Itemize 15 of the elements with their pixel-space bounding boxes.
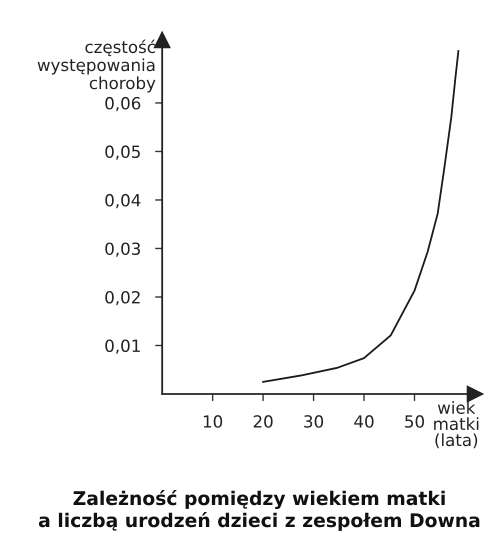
line-series <box>262 50 460 383</box>
x-tick-label: 50 <box>405 415 424 428</box>
y-tick-label: 0,06 <box>105 96 140 112</box>
y-tick-label: 0,05 <box>105 145 140 160</box>
x-tick-label: 30 <box>304 415 324 428</box>
x-tick-label: 10 <box>204 415 222 428</box>
y-tick-label: 0,04 <box>105 194 140 208</box>
x-tick-label: 20 <box>254 415 273 428</box>
y-tick-label: 0,02 <box>105 290 140 306</box>
x-tick-label: 40 <box>354 415 374 428</box>
text: Zależność pomiędzy wiekiem matki a liczbą urodzeń dzieci z zespołem Downa <box>38 490 480 531</box>
y-tick-label: 0,01 <box>105 339 140 354</box>
x-axis-title: wiek matki (lata) <box>434 401 478 448</box>
y-tick-label: 0,03 <box>105 242 140 257</box>
y-axis-title: częstość występowania choroby <box>38 40 156 92</box>
